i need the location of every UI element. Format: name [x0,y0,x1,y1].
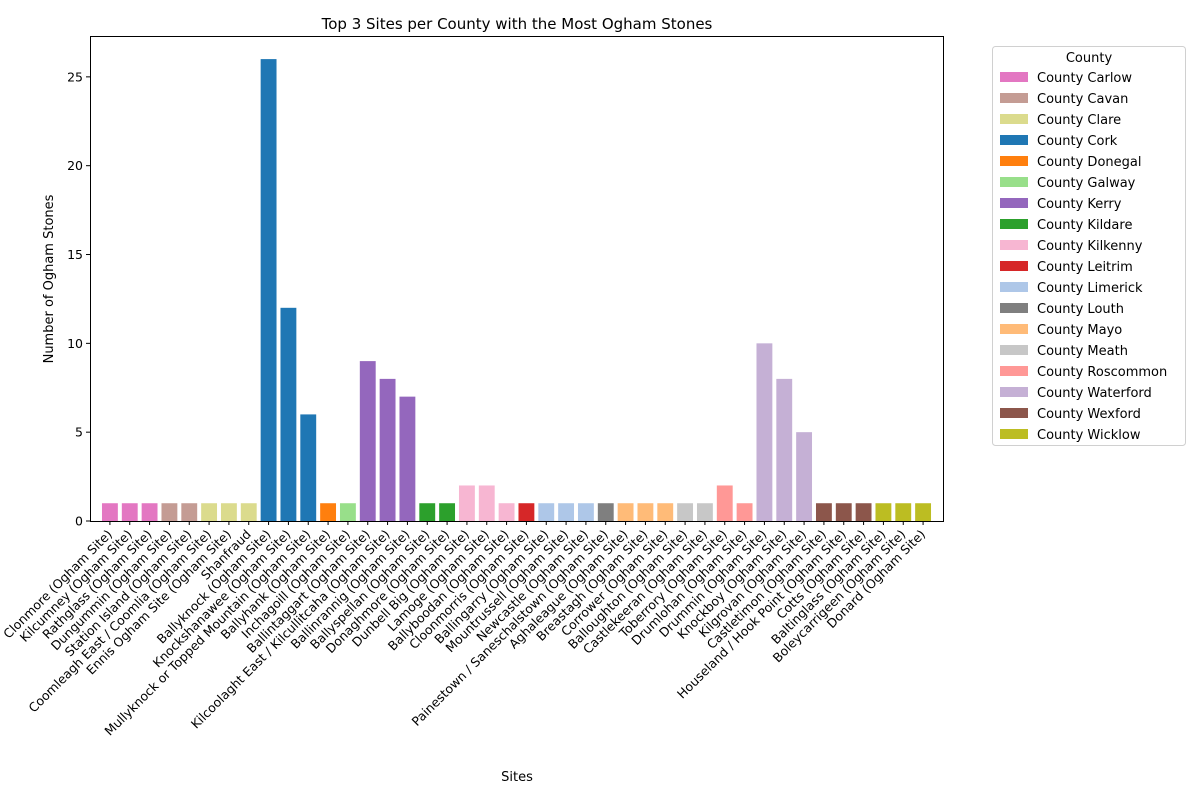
legend-swatch-county-mayo [1000,324,1028,334]
bar-station-island-ogham-site [181,503,198,521]
bar-lamoge-ogham-site [478,485,495,521]
legend-swatch-county-carlow [1000,72,1028,82]
bar-shanfraud [240,503,257,521]
bar-balloughton-ogham-site [677,503,694,521]
bar-kilgrovan-ogham-site [796,432,813,521]
bar-dunbell-big-ogham-site [458,485,475,521]
bar-cotts-ogham-site [855,503,872,521]
legend-label-county-wexford: County Wexford [1037,407,1141,422]
legend-swatch-county-cavan [1000,93,1028,103]
bar-inchagoill-ogham-site [339,503,356,521]
legend-swatch-county-waterford [1000,387,1028,397]
bar-ennis-ogham-site-ogham-site [220,503,237,521]
y-tick-label: 25 [67,69,83,84]
legend-swatch-county-clare [1000,114,1028,124]
bar-ballinrannig-ogham-site [399,396,416,521]
legend-label-county-meath: County Meath [1037,344,1128,359]
legend-label-county-carlow: County Carlow [1037,71,1132,86]
bar-kilcoolaght-east-kilcullitcaha-ogham-site [379,378,396,521]
bar-kilcumney-ogham-site [121,503,138,521]
y-tick-label: 15 [67,247,83,262]
legend-label-county-galway: County Galway [1037,176,1136,191]
bar-breastagh-ogham-site [637,503,654,521]
legend-swatch-county-wexford [1000,408,1028,418]
bar-newcastle-ogham-site [577,503,594,521]
chart-title: Top 3 Sites per County with the Most Ogh… [321,15,713,33]
bar-ballyspellan-ogham-site [419,503,436,521]
legend-label-county-limerick: County Limerick [1037,281,1143,296]
legend-swatch-county-donegal [1000,156,1028,166]
bar-castlekeeran-ogham-site [696,503,713,521]
bar-ballyhank-ogham-site [320,503,337,521]
bar-rathglass-ogham-site [141,503,158,521]
bar-clonmore-ogham-site [101,503,118,521]
plot-frame [90,36,944,522]
legend-swatch-county-meath [1000,345,1028,355]
bar-coomleagh-east-coomlia-ogham-site [201,503,218,521]
legend-label-county-clare: County Clare [1037,113,1121,128]
legend-swatch-county-cork [1000,135,1028,145]
x-axis: Clonmore (Ogham Site)Kilcumney (Ogham Si… [0,521,928,739]
y-tick-label: 20 [67,158,83,173]
bar-drumlohan-ogham-site [736,503,753,521]
bar-mountrussell-ogham-site [558,503,575,521]
bar-ballyboodan-ogham-site [498,503,515,521]
y-tick-label: 0 [75,514,83,529]
bar-toberrory-ogham-site [716,485,733,521]
legend-label-county-waterford: County Waterford [1037,386,1152,401]
legend-swatch-county-kildare [1000,219,1028,229]
bar-knockshanawee-ogham-site [280,307,297,521]
legend-swatch-county-kilkenny [1000,240,1028,250]
bar-corrower-ogham-site [657,503,674,521]
legend-label-county-kildare: County Kildare [1037,218,1132,233]
legend-label-county-kerry: County Kerry [1037,197,1122,212]
bar-castletimon-ogham-site [815,503,832,521]
bar-aghaleague-ogham-site [617,503,634,521]
legend-swatch-county-galway [1000,177,1028,187]
bar-ballyknock-ogham-site [260,59,277,521]
bar-ballintaggart-ogham-site [359,361,376,521]
bar-houseland-hook-point-ogham-site [835,503,852,521]
plot-area [101,59,932,521]
legend-swatch-county-louth [1000,303,1028,313]
bar-boleycarrigeen-ogham-site [895,503,912,521]
legend-swatch-county-wicklow [1000,429,1028,439]
bar-baltinglass-ogham-site [875,503,892,521]
bar-drummin-ogham-site [756,343,773,521]
bar-donard-ogham-site [915,503,932,521]
y-axis: 0 5 10 15 20 25 [67,69,90,529]
legend-label-county-roscommon: County Roscommon [1037,365,1167,380]
x-axis-label: Sites [501,770,533,785]
bar-ballingarry-ogham-site [538,503,555,521]
legend-swatch-county-leitrim [1000,261,1028,271]
bar-dungummin-ogham-site [161,503,178,521]
legend-swatch-county-kerry [1000,198,1028,208]
legend-swatch-county-roscommon [1000,366,1028,376]
legend-frame [992,46,1186,446]
legend-label-county-cavan: County Cavan [1037,92,1128,107]
y-axis-label: Number of Ogham Stones [42,194,57,363]
legend-swatch-county-limerick [1000,282,1028,292]
legend-label-county-donegal: County Donegal [1037,155,1141,170]
legend-items: County Carlow County Cavan County Clare Cou… [1000,71,1167,443]
legend-label-county-wicklow: County Wicklow [1037,428,1141,443]
bar-mullyknock-or-topped-mountain-ogham-site [300,414,317,521]
legend-label-county-mayo: County Mayo [1037,323,1122,338]
legend-label-county-kilkenny: County Kilkenny [1037,239,1143,254]
bar-painestown-saneschalstown-ogham-site [597,503,614,521]
legend-label-county-leitrim: County Leitrim [1037,260,1133,275]
bar-cloonmorris-ogham-site [518,503,535,521]
y-tick-label: 10 [67,336,83,351]
legend-label-county-cork: County Cork [1037,134,1118,149]
y-tick-label: 5 [75,425,83,440]
legend-title: County [1066,51,1113,66]
bar-donaghmore-ogham-site [439,503,456,521]
legend-label-county-louth: County Louth [1037,302,1124,317]
bar-knockboy-ogham-site [776,378,793,521]
